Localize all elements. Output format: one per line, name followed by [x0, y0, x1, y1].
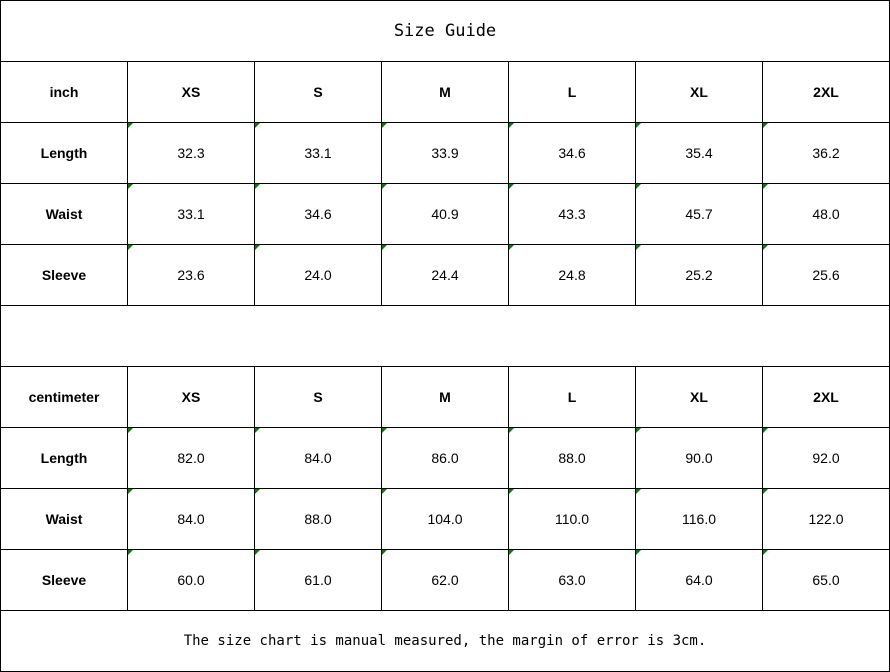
table-row: Sleeve 23.6 24.0 24.4 24.8 25.2 25.6 [0, 244, 890, 306]
size-header[interactable]: XS [127, 61, 255, 123]
unit-header[interactable]: centimeter [0, 366, 128, 428]
value-cell[interactable]: 35.4 [635, 122, 763, 184]
value-cell[interactable]: 86.0 [381, 427, 509, 489]
table-row: Waist 84.0 88.0 104.0 110.0 116.0 122.0 [0, 488, 890, 550]
value-cell[interactable]: 45.7 [635, 183, 763, 245]
value-cell[interactable]: 110.0 [508, 488, 636, 550]
size-header[interactable]: L [508, 366, 636, 428]
value-cell[interactable]: 33.9 [381, 122, 509, 184]
note-row: The size chart is manual measured, the m… [0, 610, 890, 672]
value-cell[interactable]: 84.0 [254, 427, 382, 489]
size-header[interactable]: 2XL [762, 366, 890, 428]
value-cell[interactable]: 25.2 [635, 244, 763, 306]
value-cell[interactable]: 24.8 [508, 244, 636, 306]
value-cell[interactable]: 88.0 [508, 427, 636, 489]
value-cell[interactable]: 25.6 [762, 244, 890, 306]
value-cell[interactable]: 33.1 [254, 122, 382, 184]
value-cell[interactable]: 62.0 [381, 549, 509, 611]
row-label[interactable]: Waist [0, 183, 128, 245]
size-header[interactable]: XL [635, 366, 763, 428]
value-cell[interactable]: 63.0 [508, 549, 636, 611]
value-cell[interactable]: 32.3 [127, 122, 255, 184]
value-cell[interactable]: 34.6 [254, 183, 382, 245]
note-cell[interactable]: The size chart is manual measured, the m… [0, 610, 890, 672]
table-row: Sleeve 60.0 61.0 62.0 63.0 64.0 65.0 [0, 549, 890, 611]
row-label[interactable]: Sleeve [0, 244, 128, 306]
size-header[interactable]: L [508, 61, 636, 123]
value-cell[interactable]: 64.0 [635, 549, 763, 611]
value-cell[interactable]: 88.0 [254, 488, 382, 550]
value-cell[interactable]: 24.4 [381, 244, 509, 306]
size-header[interactable]: M [381, 61, 509, 123]
value-cell[interactable]: 34.6 [508, 122, 636, 184]
value-cell[interactable]: 104.0 [381, 488, 509, 550]
spacer-row [0, 305, 890, 367]
size-header[interactable]: S [254, 61, 382, 123]
size-header[interactable]: 2XL [762, 61, 890, 123]
title-row: Size Guide [0, 0, 890, 62]
size-header[interactable]: M [381, 366, 509, 428]
value-cell[interactable]: 23.6 [127, 244, 255, 306]
empty-cell[interactable] [0, 305, 890, 367]
size-header[interactable]: XL [635, 61, 763, 123]
value-cell[interactable]: 122.0 [762, 488, 890, 550]
value-cell[interactable]: 60.0 [127, 549, 255, 611]
row-label[interactable]: Length [0, 427, 128, 489]
value-cell[interactable]: 48.0 [762, 183, 890, 245]
unit-header[interactable]: inch [0, 61, 128, 123]
row-label[interactable]: Sleeve [0, 549, 128, 611]
value-cell[interactable]: 65.0 [762, 549, 890, 611]
table-row: Length 32.3 33.1 33.9 34.6 35.4 36.2 [0, 122, 890, 184]
size-header[interactable]: S [254, 366, 382, 428]
row-label[interactable]: Waist [0, 488, 128, 550]
value-cell[interactable]: 33.1 [127, 183, 255, 245]
value-cell[interactable]: 90.0 [635, 427, 763, 489]
header-row: inch XS S M L XL 2XL [0, 61, 890, 123]
value-cell[interactable]: 36.2 [762, 122, 890, 184]
value-cell[interactable]: 84.0 [127, 488, 255, 550]
value-cell[interactable]: 116.0 [635, 488, 763, 550]
row-label[interactable]: Length [0, 122, 128, 184]
value-cell[interactable]: 92.0 [762, 427, 890, 489]
value-cell[interactable]: 24.0 [254, 244, 382, 306]
value-cell[interactable]: 40.9 [381, 183, 509, 245]
size-header[interactable]: XS [127, 366, 255, 428]
table-row: Waist 33.1 34.6 40.9 43.3 45.7 48.0 [0, 183, 890, 245]
title-cell[interactable]: Size Guide [0, 0, 890, 62]
value-cell[interactable]: 61.0 [254, 549, 382, 611]
table-row: Length 82.0 84.0 86.0 88.0 90.0 92.0 [0, 427, 890, 489]
header-row: centimeter XS S M L XL 2XL [0, 366, 890, 428]
value-cell[interactable]: 82.0 [127, 427, 255, 489]
value-cell[interactable]: 43.3 [508, 183, 636, 245]
